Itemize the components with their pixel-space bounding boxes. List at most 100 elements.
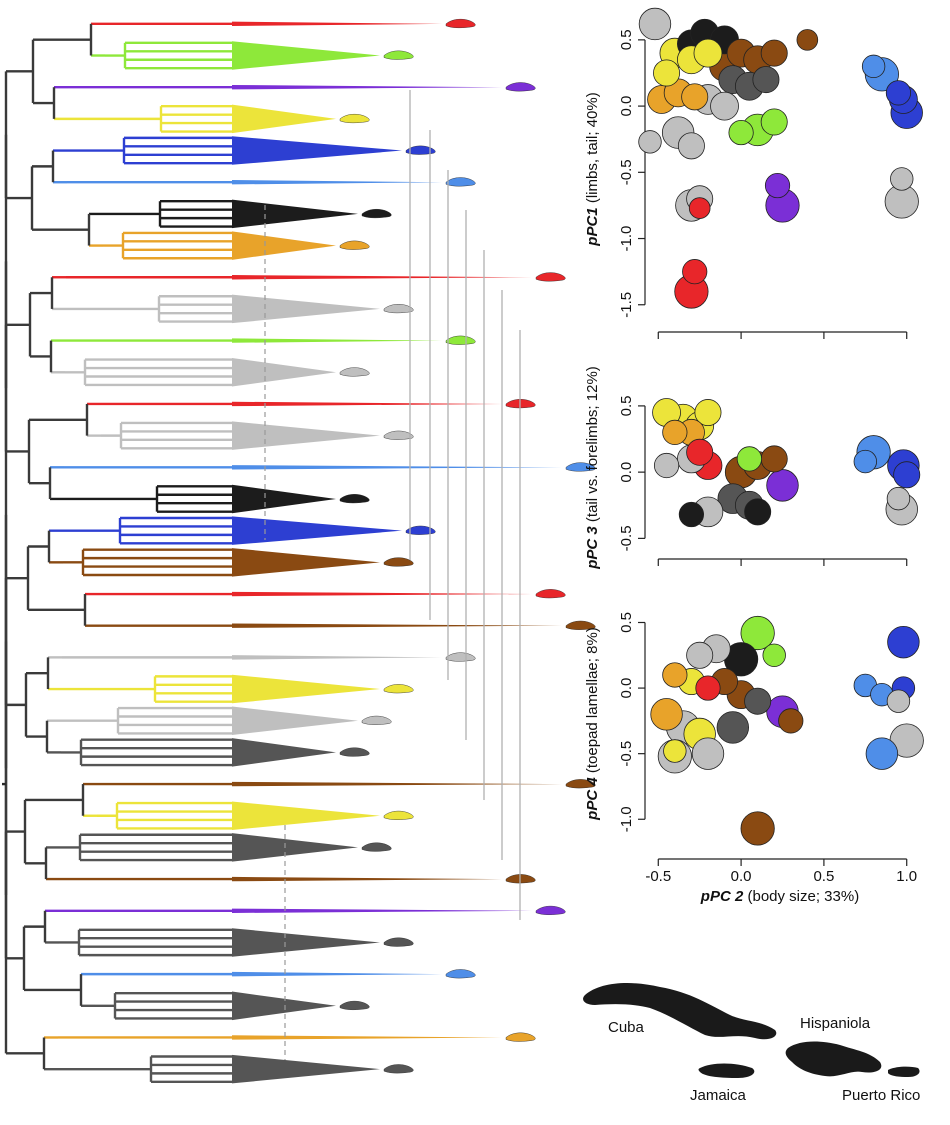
island-silhouette-icon <box>535 589 566 599</box>
data-point-lightgray <box>886 486 911 511</box>
island-silhouette-icon <box>565 620 596 630</box>
island-silhouette-icon <box>383 50 414 60</box>
data-point-darkgray <box>744 687 772 715</box>
data-point-yellow <box>694 399 722 427</box>
clade-wedge <box>232 908 532 913</box>
y-tick-label: -0.5 <box>618 741 635 767</box>
island-silhouette-icon <box>361 209 392 219</box>
data-point-orange <box>681 83 709 111</box>
data-point-red <box>695 675 721 701</box>
data-point-blue <box>893 461 921 489</box>
data-point-yellow <box>653 59 681 87</box>
clade-triangle <box>232 738 336 767</box>
island-silhouette-icon <box>383 810 414 820</box>
x-axis: -0.5 0.0 0.5 1.0 pPC 2 (body size; 33%) <box>645 858 917 905</box>
data-point-brown <box>778 708 804 734</box>
data-point-yellow <box>693 38 723 68</box>
y-tick-label: 0.5 <box>618 612 635 633</box>
hispaniola-label: Hispaniola <box>800 1015 871 1032</box>
island-silhouette-icon <box>505 82 536 92</box>
clade-triangle <box>232 231 336 260</box>
data-point-lightgray <box>677 132 705 160</box>
data-point-black <box>744 498 772 526</box>
island-silhouette-icon <box>505 1032 536 1042</box>
island-silhouette-icon <box>445 335 476 345</box>
clade-wedge <box>232 465 562 470</box>
island-silhouette-icon <box>383 684 414 694</box>
pc-scatterplots: 0.5 0.0 -0.5 -1.0 -1.5 pPC1 (limbs, tail; 40%… <box>584 7 924 905</box>
phylogenetic-tree <box>2 22 232 1084</box>
y-tick-label: 0.0 <box>618 96 635 117</box>
island-silhouette-icon <box>535 272 566 282</box>
island-silhouette-icon <box>445 652 476 662</box>
island-silhouette-icon <box>535 905 566 915</box>
data-point-lightgray <box>638 7 672 41</box>
clade-triangle <box>232 991 336 1021</box>
x-axis <box>657 331 908 339</box>
y-tick-label: -1.5 <box>618 292 635 318</box>
clade-wedge <box>232 1035 502 1040</box>
island-silhouette-icon <box>445 969 476 979</box>
clade-markers <box>232 18 596 1084</box>
clade-wedge <box>232 655 442 660</box>
data-point-blue <box>887 625 920 659</box>
data-point-red <box>688 197 711 219</box>
clade-wedge <box>232 971 442 977</box>
y-tick-label: 0.5 <box>618 395 635 416</box>
island-silhouette-icon <box>505 874 536 884</box>
clade-triangle <box>232 674 380 704</box>
cuba-label: Cuba <box>608 1019 645 1036</box>
island-silhouette-icon <box>445 177 476 187</box>
island-silhouette-icon <box>339 367 370 377</box>
x-axis <box>657 558 908 566</box>
clade-wedge <box>232 401 502 407</box>
island-silhouette-icon <box>383 557 414 567</box>
y-tick-label: -0.5 <box>618 525 635 551</box>
data-point-orange <box>662 419 688 445</box>
jamaica-label: Jamaica <box>690 1087 747 1104</box>
clade-triangle <box>232 199 358 229</box>
data-point-yellow <box>663 739 687 763</box>
data-point-lightgray <box>653 452 680 479</box>
data-point-lightblue <box>853 449 878 474</box>
clade-triangle <box>232 1054 380 1084</box>
cuba-island-shape <box>583 983 777 1040</box>
data-point-lightgray <box>886 689 911 713</box>
data-point-lightblue <box>865 737 899 770</box>
clade-wedge <box>232 275 532 280</box>
data-point-darkgray <box>752 66 780 94</box>
island-silhouette-icon <box>361 715 392 725</box>
data-point-orange <box>650 698 683 731</box>
data-point-lightgray <box>638 130 662 154</box>
island-silhouette-icon <box>339 240 370 250</box>
island-silhouette-icon <box>405 525 436 535</box>
data-point-green <box>762 643 786 667</box>
y-tick-label: 0.5 <box>618 29 635 50</box>
island-silhouette-icon <box>339 1000 370 1011</box>
y-axis-title: pPC 4 (toepad lamellae; 8%) <box>584 627 601 821</box>
y-tick-label: -1.0 <box>618 226 635 252</box>
hispaniola-island-shape <box>785 1041 882 1077</box>
clade-triangle <box>232 548 380 577</box>
data-point-lightgray <box>710 91 739 121</box>
clade-triangle <box>232 294 380 324</box>
data-point-red <box>686 438 714 466</box>
y-tick-label: 0.0 <box>618 462 635 483</box>
data-point-brown <box>740 811 775 846</box>
data-point-blue <box>885 80 912 106</box>
clade-triangle <box>232 706 358 735</box>
y-axis-title: pPC1 (limbs, tail; 40%) <box>584 92 601 246</box>
scatter-panel-1: 0.5 0.0 -0.5 -1.0 -1.5 pPC1 (limbs, tail; 40%… <box>584 7 923 339</box>
clade-wedge <box>232 180 442 185</box>
clade-triangle <box>232 104 336 134</box>
data-point-orange <box>662 662 688 688</box>
scatter-panel-3: 0.5 0.0 -0.5 -1.0 pPC 4 (toepad lamellae; 8%… <box>584 612 924 905</box>
data-point-red <box>682 259 708 285</box>
data-point-lightgray <box>890 167 914 191</box>
puerto-rico-island-shape <box>888 1066 920 1077</box>
data-point-purple <box>766 469 799 502</box>
island-silhouette-icon <box>339 494 370 504</box>
y-tick-label: 0.0 <box>618 678 635 699</box>
island-silhouette-icon <box>339 113 370 124</box>
